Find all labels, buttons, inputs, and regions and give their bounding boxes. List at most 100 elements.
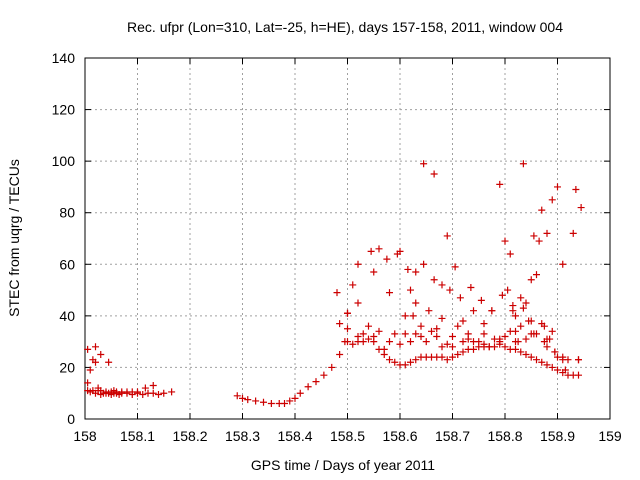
data-point: [443, 340, 451, 348]
x-tick-label: 158.6: [382, 428, 417, 444]
x-tick-label: 158.4: [277, 428, 312, 444]
data-point: [496, 338, 504, 346]
data-point: [475, 338, 483, 346]
data-point: [467, 283, 475, 291]
data-point: [425, 307, 433, 315]
data-point: [496, 180, 504, 188]
data-point: [252, 397, 260, 405]
data-point: [417, 332, 425, 340]
data-point: [501, 332, 509, 340]
data-point: [407, 358, 414, 366]
x-tick-label: 158.1: [120, 428, 155, 444]
data-point: [517, 348, 525, 356]
data-point: [512, 345, 519, 353]
data-point: [312, 378, 320, 386]
data-point: [470, 345, 477, 353]
data-point: [433, 332, 441, 340]
data-points: [84, 160, 585, 408]
x-tick-label: 158.3: [225, 428, 260, 444]
data-point: [517, 322, 525, 330]
data-point: [538, 358, 546, 366]
data-point: [359, 338, 367, 346]
data-point: [168, 388, 176, 396]
data-point: [498, 291, 506, 299]
data-point: [530, 232, 538, 240]
data-point: [420, 160, 428, 168]
data-point: [543, 343, 551, 351]
data-point: [105, 358, 113, 366]
data-point: [509, 307, 517, 315]
data-point: [92, 358, 99, 366]
data-point: [386, 289, 393, 297]
data-point: [454, 322, 462, 330]
data-point: [354, 260, 362, 268]
data-point: [149, 381, 157, 389]
data-point: [449, 332, 456, 340]
data-point: [446, 286, 454, 294]
data-point: [443, 356, 451, 364]
data-point: [456, 294, 464, 302]
data-point: [375, 245, 383, 253]
data-point: [459, 317, 467, 325]
x-axis-label: GPS time / Days of year 2011: [251, 457, 435, 473]
data-point: [328, 363, 336, 371]
data-point: [160, 389, 168, 397]
data-point: [281, 400, 288, 408]
data-point: [480, 330, 488, 338]
data-point: [336, 320, 344, 328]
data-point: [551, 348, 559, 356]
data-point: [459, 348, 467, 356]
data-point: [409, 312, 417, 320]
data-point: [470, 307, 477, 315]
data-point: [349, 340, 357, 348]
data-point: [344, 309, 351, 317]
data-point: [430, 276, 438, 284]
y-tick-label: 20: [59, 359, 75, 375]
axis-ticks: 158 158.1 158.2 158.3 158.4 158.5 158.6 158.7 15…: [52, 50, 622, 444]
chart-title: Rec. ufpr (Lon=310, Lat=-25, h=HE), days…: [127, 19, 563, 35]
y-tick-label: 120: [52, 102, 76, 118]
data-point: [336, 351, 344, 359]
data-point: [449, 353, 456, 361]
data-point: [412, 356, 420, 364]
data-point: [575, 356, 582, 364]
data-point: [407, 286, 414, 294]
data-point: [359, 330, 367, 338]
data-point: [504, 286, 512, 294]
data-point: [548, 363, 556, 371]
data-point: [291, 394, 299, 402]
data-point: [354, 332, 362, 340]
data-point: [401, 330, 409, 338]
data-point: [530, 330, 538, 338]
data-point: [304, 383, 312, 391]
data-point: [430, 170, 438, 178]
data-point: [569, 229, 577, 237]
x-tick-label: 159: [598, 428, 622, 444]
data-point: [535, 237, 543, 245]
data-point: [522, 351, 530, 359]
data-point: [134, 388, 141, 396]
data-point: [506, 327, 514, 335]
data-point: [139, 391, 147, 399]
data-point: [522, 299, 530, 307]
data-point: [370, 268, 378, 276]
data-point: [527, 353, 535, 361]
data-point: [260, 398, 267, 406]
data-point: [540, 322, 548, 330]
y-tick-label: 80: [59, 205, 75, 221]
data-point: [561, 366, 569, 374]
data-point: [464, 330, 472, 338]
data-point: [141, 384, 149, 392]
data-point: [412, 268, 420, 276]
data-point: [422, 338, 430, 346]
data-point: [349, 281, 357, 289]
data-point: [554, 366, 561, 374]
data-point: [386, 338, 393, 346]
data-point: [84, 379, 92, 387]
data-point: [512, 312, 519, 320]
data-point: [546, 335, 554, 343]
data-point: [286, 397, 294, 405]
data-point: [514, 338, 522, 346]
data-point: [480, 320, 488, 328]
data-point: [543, 229, 551, 237]
